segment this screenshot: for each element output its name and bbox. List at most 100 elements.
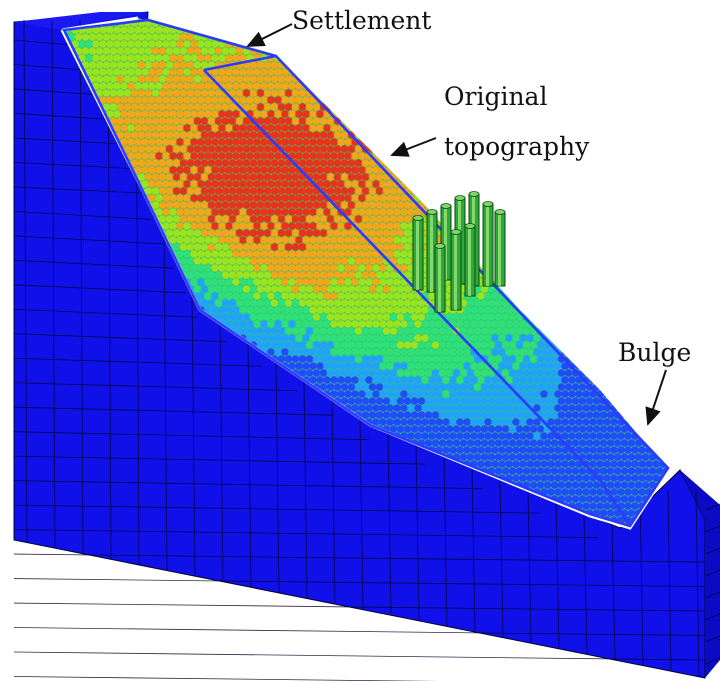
particle (582, 292, 590, 300)
particle (383, 145, 391, 153)
particle (341, 243, 349, 251)
particle (530, 229, 538, 237)
particle (383, 117, 391, 125)
particle (477, 124, 485, 132)
particle (400, 250, 408, 258)
particle (617, 152, 625, 160)
particle (533, 250, 541, 258)
particle (656, 89, 664, 97)
particle (229, 145, 237, 153)
particle (404, 229, 412, 237)
particle (659, 152, 667, 160)
particle (449, 362, 457, 370)
particle (624, 306, 632, 314)
particle (358, 166, 366, 174)
particle (208, 187, 216, 195)
particle (624, 96, 632, 104)
particle (624, 222, 632, 230)
particle (666, 250, 674, 258)
particle (474, 47, 482, 55)
particle (208, 145, 216, 153)
particle (470, 166, 478, 174)
particle (526, 54, 534, 62)
particle (425, 173, 433, 181)
particle (306, 369, 314, 377)
particle (180, 131, 188, 139)
particle (379, 40, 387, 48)
particle (274, 292, 282, 300)
particle (638, 68, 646, 76)
particle (540, 306, 548, 314)
particle (547, 250, 555, 258)
particle (372, 404, 380, 412)
particle (498, 348, 506, 356)
particle (407, 320, 415, 328)
particle (460, 397, 468, 405)
particle (355, 313, 363, 321)
particle (474, 369, 482, 377)
particle (463, 40, 471, 48)
particle (372, 110, 380, 118)
particle (421, 68, 429, 76)
particle (453, 117, 461, 125)
particle (617, 222, 625, 230)
particle (656, 145, 664, 153)
particle (208, 103, 216, 111)
particle (565, 383, 573, 391)
particle (572, 243, 580, 251)
particle (204, 222, 212, 230)
particle (271, 327, 279, 335)
particle (554, 208, 562, 216)
particle (89, 47, 97, 55)
particle (519, 236, 527, 244)
particle (323, 264, 331, 272)
particle (379, 208, 387, 216)
particle (512, 40, 520, 48)
particle (243, 299, 251, 307)
particle (463, 180, 471, 188)
particle (607, 19, 615, 27)
particle (617, 278, 625, 286)
particle (600, 19, 608, 27)
particle (257, 145, 265, 153)
particle (218, 166, 226, 174)
particle (453, 355, 461, 363)
particle (208, 159, 216, 167)
particle (456, 54, 464, 62)
particle (407, 404, 415, 412)
particle (414, 362, 422, 370)
particle (505, 194, 513, 202)
particle (523, 285, 531, 293)
particle (631, 376, 639, 384)
particle (117, 33, 125, 41)
particle (306, 145, 314, 153)
particle (593, 271, 601, 279)
particle (215, 47, 223, 55)
particle (225, 68, 233, 76)
particle (628, 243, 636, 251)
particle (565, 341, 573, 349)
particle (407, 124, 415, 132)
particle (621, 271, 629, 279)
particle (509, 33, 517, 41)
particle (596, 292, 604, 300)
particle (204, 96, 212, 104)
particle (610, 278, 618, 286)
particle (435, 320, 443, 328)
particle (285, 299, 293, 307)
particle (614, 243, 622, 251)
particle (348, 383, 356, 391)
particle (341, 47, 349, 55)
particle (418, 145, 426, 153)
particle (421, 404, 429, 412)
particle (589, 250, 597, 258)
particle (337, 110, 345, 118)
particle (659, 306, 667, 314)
particle (337, 68, 345, 76)
particle (663, 229, 671, 237)
particle (519, 124, 527, 132)
particle (635, 103, 643, 111)
particle (383, 89, 391, 97)
particle (645, 278, 653, 286)
particle (432, 313, 440, 321)
